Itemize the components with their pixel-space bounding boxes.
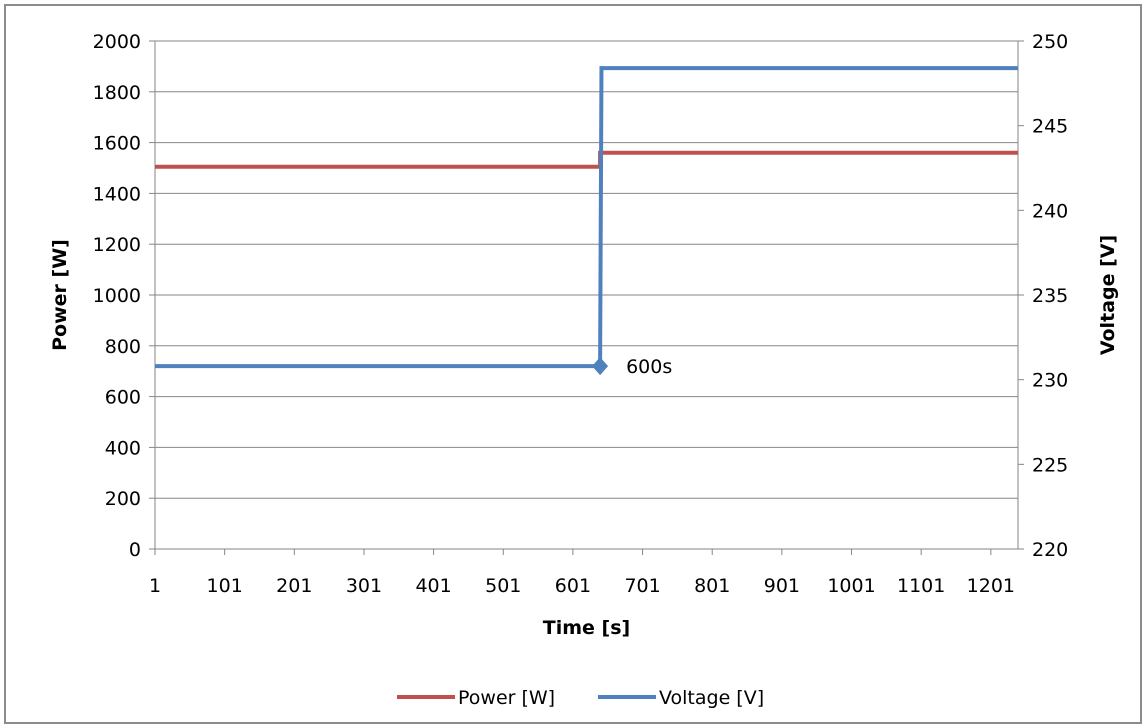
x-tick-label: 1101 bbox=[897, 575, 945, 597]
x-tick-label: 301 bbox=[346, 575, 382, 597]
left-tick-label: 0 bbox=[129, 539, 141, 561]
right-axis-title: Voltage [V] bbox=[1097, 235, 1119, 355]
x-tick-label: 701 bbox=[624, 575, 660, 597]
left-tick-label: 200 bbox=[105, 488, 141, 510]
right-tick-label: 250 bbox=[1032, 31, 1068, 53]
x-axis-title: Time [s] bbox=[543, 617, 630, 639]
right-tick-label: 225 bbox=[1032, 454, 1068, 476]
right-tick-label: 235 bbox=[1032, 285, 1068, 307]
legend-label-power: Power [W] bbox=[458, 687, 555, 709]
chart-frame bbox=[4, 4, 1142, 724]
power-series-line bbox=[155, 150, 1018, 169]
x-tick-label: 1 bbox=[149, 575, 161, 597]
left-tick-label: 1800 bbox=[93, 82, 141, 104]
x-tick-label: 1001 bbox=[827, 575, 875, 597]
left-tick-label: 2000 bbox=[93, 31, 141, 53]
left-tick-label: 1000 bbox=[93, 285, 141, 307]
right-tick-label: 220 bbox=[1032, 539, 1068, 561]
legend-label-voltage: Voltage [V] bbox=[659, 687, 764, 709]
left-tick-label: 600 bbox=[105, 387, 141, 409]
left-tick-label: 1200 bbox=[93, 234, 141, 256]
left-tick-label: 800 bbox=[105, 336, 141, 358]
x-tick-label: 401 bbox=[415, 575, 451, 597]
voltage-series-line bbox=[155, 66, 1018, 369]
annotation-marker bbox=[592, 357, 609, 376]
right-tick-label: 245 bbox=[1032, 116, 1068, 138]
left-tick-label: 1600 bbox=[93, 133, 141, 155]
x-tick-label: 801 bbox=[694, 575, 730, 597]
x-tick-label: 201 bbox=[276, 575, 312, 597]
x-tick-label: 901 bbox=[764, 575, 800, 597]
x-tick-label: 101 bbox=[207, 575, 243, 597]
annotation-label: 600s bbox=[626, 356, 672, 378]
x-tick-label: 601 bbox=[555, 575, 591, 597]
left-axis-title: Power [W] bbox=[49, 239, 71, 351]
x-tick-label: 501 bbox=[485, 575, 521, 597]
right-tick-label: 240 bbox=[1032, 200, 1068, 222]
left-tick-label: 400 bbox=[105, 437, 141, 459]
right-tick-label: 230 bbox=[1032, 370, 1068, 392]
x-tick-label: 1201 bbox=[967, 575, 1015, 597]
left-tick-label: 1400 bbox=[93, 183, 141, 205]
